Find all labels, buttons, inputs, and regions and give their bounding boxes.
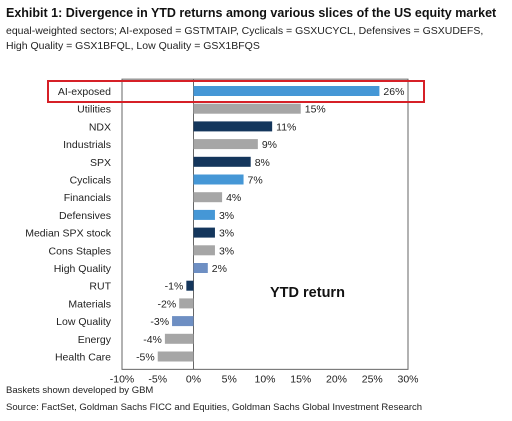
- bar: [193, 192, 223, 203]
- data-label: 4%: [226, 192, 241, 204]
- bar: [193, 227, 215, 238]
- bar: [193, 86, 380, 96]
- data-label: 3%: [219, 245, 234, 257]
- chart-title: Exhibit 1: Divergence in YTD returns amo…: [6, 6, 497, 20]
- x-tick-label: 10%: [254, 373, 275, 385]
- data-label: -5%: [136, 352, 155, 364]
- x-tick-label: 5%: [222, 373, 237, 385]
- data-label: 3%: [219, 228, 234, 240]
- x-tick-label: 20%: [326, 373, 347, 385]
- category-label: Cons Staples: [49, 245, 111, 257]
- category-label: High Quality: [54, 263, 112, 275]
- data-label: 7%: [248, 175, 263, 187]
- bar: [193, 245, 215, 256]
- category-label: RUT: [89, 281, 111, 293]
- category-label: Cyclicals: [70, 175, 111, 187]
- x-tick-label: 0%: [186, 373, 201, 385]
- data-label: 11%: [276, 121, 296, 133]
- category-label: NDX: [89, 121, 111, 133]
- category-label: Low Quality: [56, 316, 112, 328]
- data-label: 2%: [212, 263, 227, 275]
- category-label: Financials: [64, 192, 111, 204]
- chart-annotation: YTD return: [270, 285, 345, 301]
- x-tick-label: 25%: [362, 373, 383, 385]
- bar: [193, 103, 301, 114]
- category-label: Industrials: [63, 139, 111, 151]
- category-label: Defensives: [59, 210, 111, 222]
- category-label: Energy: [78, 334, 112, 346]
- category-label: Health Care: [55, 352, 111, 364]
- bar: [193, 156, 251, 167]
- bar: [172, 316, 194, 327]
- chart-subtitle: equal-weighted sectors; AI-exposed = GST…: [6, 25, 484, 52]
- bar: [193, 209, 215, 220]
- category-label: SPX: [90, 157, 111, 169]
- bar: [186, 280, 194, 291]
- bar: [193, 121, 273, 132]
- data-label: 15%: [305, 104, 326, 116]
- chart-note: Baskets shown developed by GBM: [6, 385, 154, 396]
- bar: [164, 333, 194, 344]
- category-label: AI-exposed: [58, 86, 111, 98]
- data-label: 26%: [383, 86, 404, 98]
- bar: [193, 174, 244, 185]
- bar: [157, 351, 194, 362]
- data-label: 3%: [219, 210, 234, 222]
- category-label: Median SPX stock: [25, 228, 112, 240]
- x-tick-label: 15%: [290, 373, 311, 385]
- bar: [193, 139, 258, 150]
- data-label: -1%: [165, 281, 184, 293]
- data-label: -3%: [150, 316, 169, 328]
- x-tick-label: -5%: [148, 373, 167, 385]
- x-tick-label: 30%: [397, 373, 418, 385]
- data-label: 9%: [262, 139, 277, 151]
- data-label: -2%: [158, 298, 177, 310]
- category-label: Utilities: [77, 104, 111, 116]
- data-label: -4%: [143, 334, 162, 346]
- x-tick-label: -10%: [110, 373, 135, 385]
- plot-frame: [121, 78, 409, 370]
- highlight-box: [47, 80, 425, 103]
- bar: [193, 263, 208, 273]
- category-label: Materials: [68, 298, 111, 310]
- bar: [179, 298, 194, 309]
- chart-source: Source: FactSet, Goldman Sachs FICC and …: [6, 402, 423, 413]
- data-label: 8%: [255, 157, 270, 169]
